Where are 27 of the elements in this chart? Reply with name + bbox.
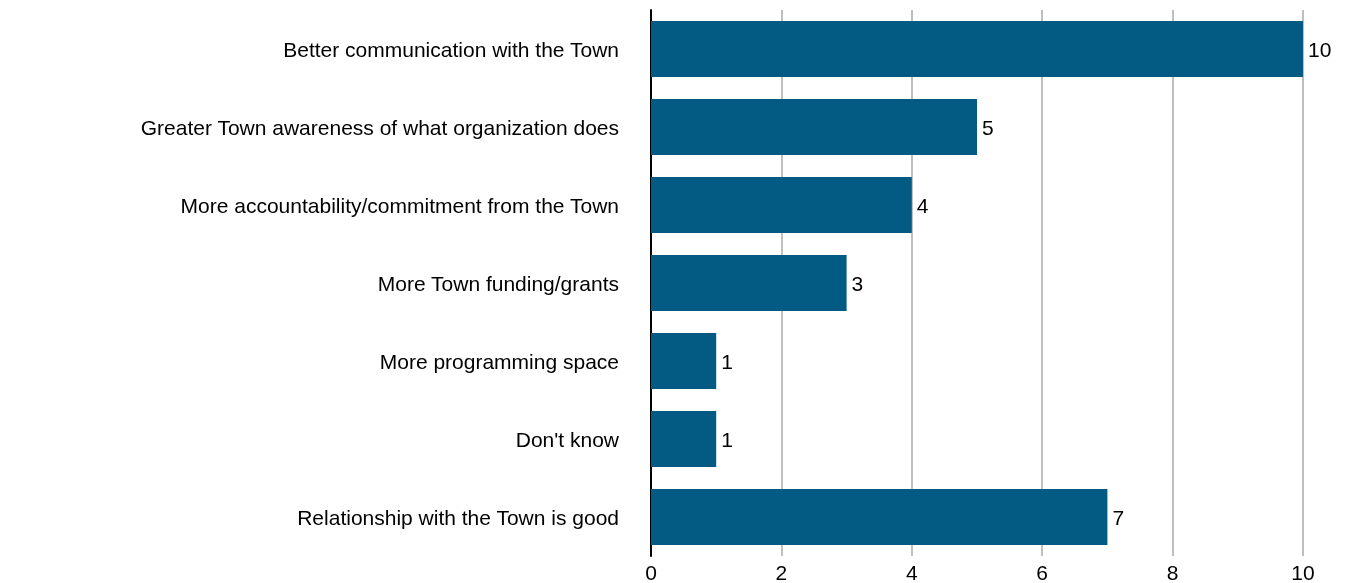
bar [651,20,1303,78]
bar [651,410,717,468]
y-tick-label: Greater Town awareness of what organization does [140,115,619,139]
data-label: 10 [1308,37,1332,61]
data-label: 5 [982,115,994,139]
y-tick-label: Relationship with the Town is good [297,505,619,529]
x-tick-label: 4 [905,561,918,583]
data-label: 1 [721,427,733,451]
bar [651,98,977,156]
data-label: 4 [916,193,929,217]
data-label: 7 [1112,505,1125,529]
y-tick-label: More programming space [379,349,619,373]
y-tick-label: Better communication with the Town [283,37,619,61]
bar [651,332,717,390]
y-tick-label: More Town funding/grants [377,271,619,295]
y-tick-label: More accountability/commitment from the Town [180,193,619,217]
x-tick-label: 0 [645,561,657,583]
data-label: 1 [721,349,733,373]
bar [651,176,912,234]
x-tick-label: 2 [775,561,788,583]
x-tick-label: 6 [1036,561,1049,583]
bar [651,254,847,312]
x-tick-label: 10 [1291,561,1315,583]
y-tick-label: Don't know [515,427,620,451]
x-tick-label: 8 [1166,561,1179,583]
data-label: 3 [851,271,864,295]
bar [651,488,1108,546]
